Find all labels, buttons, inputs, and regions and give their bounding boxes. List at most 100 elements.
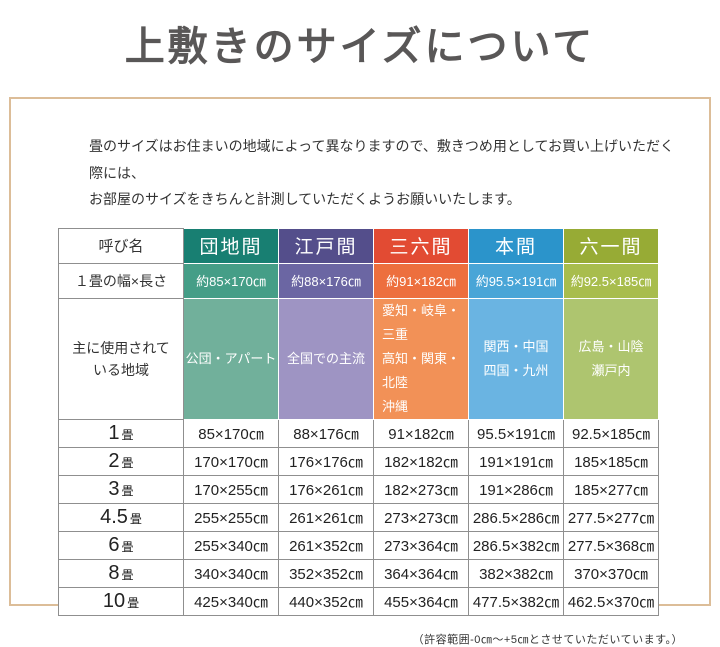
region-line: 全国での主流 — [286, 350, 365, 366]
column-header-edoma: 江戸間 — [278, 227, 374, 264]
size-value-cell: 286.5×286㎝ — [468, 503, 564, 533]
size-value-cell: 170×170㎝ — [183, 447, 279, 477]
column-header-honma: 本間 — [468, 227, 564, 264]
tolerance-note: （許容範囲-0㎝〜+5㎝とさせていただいています。） — [412, 634, 683, 647]
region-cell-rokuichima: 広島・山陰 瀬戸内 — [563, 297, 659, 421]
width-cell-honma: 約95.5×191㎝ — [468, 262, 564, 299]
jo-unit: 畳 — [121, 428, 134, 443]
jo-count: 8 — [108, 562, 120, 585]
size-value-cell: 185×277㎝ — [563, 475, 659, 505]
intro-line-1: 畳のサイズはお住まいの地域によって異なりますので、敷きつめ用としてお買い上げいた… — [89, 138, 675, 181]
region-row: 主に使用されて いる地域 公団・アパート 全国での主流 愛知・岐阜・三重 高知・… — [58, 297, 659, 421]
jo-unit: 畳 — [129, 512, 142, 527]
tatami-size-table: 呼び名 団地間 江戸間 三六間 本間 六一間 １畳の幅×長さ 約85×170㎝ … — [58, 227, 659, 617]
size-value-cell: 273×364㎝ — [373, 531, 469, 561]
size-value-cell: 286.5×382㎝ — [468, 531, 564, 561]
region-line: 愛知・岐阜・三重 — [382, 302, 461, 342]
width-length-row: １畳の幅×長さ 約85×170㎝ 約88×176㎝ 約91×182㎝ 約95.5… — [58, 262, 659, 299]
jo-unit: 畳 — [127, 596, 140, 611]
column-header-rokuichima: 六一間 — [563, 227, 659, 264]
region-cell-honma: 関西・中国 四国・九州 — [468, 297, 564, 421]
size-value-cell: 191×191㎝ — [468, 447, 564, 477]
width-cell-sanrokuma: 約91×182㎝ — [373, 262, 469, 299]
width-row-label: １畳の幅×長さ — [58, 262, 184, 299]
size-value-cell: 462.5×370㎝ — [563, 587, 659, 617]
jo-count: 1 — [108, 422, 120, 445]
jo-count: 6 — [108, 534, 120, 557]
jo-count: 2 — [108, 450, 120, 473]
width-cell-rokuichima: 約92.5×185㎝ — [563, 262, 659, 299]
column-header-row: 呼び名 団地間 江戸間 三六間 本間 六一間 — [58, 227, 659, 264]
region-line: 瀬戸内 — [591, 362, 631, 378]
column-header-sanrokuma: 三六間 — [373, 227, 469, 264]
size-value-cell: 176×176㎝ — [278, 447, 374, 477]
region-cell-edoma: 全国での主流 — [278, 297, 374, 421]
size-value-cell: 170×255㎝ — [183, 475, 279, 505]
region-line: 公団・アパート — [185, 350, 277, 366]
page-title: 上敷きのサイズについて — [124, 23, 596, 70]
width-cell-edoma: 約88×176㎝ — [278, 262, 374, 299]
size-row-label: 4.5 畳 — [58, 503, 184, 533]
size-value-cell: 191×286㎝ — [468, 475, 564, 505]
size-row-label: 10 畳 — [58, 587, 184, 617]
jo-unit: 畳 — [121, 484, 134, 499]
region-cell-danchima: 公団・アパート — [183, 297, 279, 421]
size-value-cell: 95.5×191㎝ — [468, 419, 564, 449]
intro-text: 畳のサイズはお住まいの地域によって異なりますので、敷きつめ用としてお買い上げいた… — [89, 133, 685, 213]
jo-count: 10 — [102, 590, 126, 613]
region-line: 四国・九州 — [483, 362, 549, 378]
size-value-cell: 261×352㎝ — [278, 531, 374, 561]
jo-unit: 畳 — [121, 540, 134, 555]
intro-line-2: お部屋のサイズをきちんと計測していただくようお願いいたします。 — [89, 191, 521, 208]
size-value-cell: 370×370㎝ — [563, 559, 659, 589]
region-line: 高知・関東・北陸 — [382, 350, 461, 390]
region-label-line: いる地域 — [93, 361, 149, 378]
size-value-cell: 340×340㎝ — [183, 559, 279, 589]
size-value-cell: 455×364㎝ — [373, 587, 469, 617]
size-row-4-5jo: 4.5 畳 255×255㎝ 261×261㎝ 273×273㎝ 286.5×28… — [58, 503, 659, 533]
size-value-cell: 277.5×368㎝ — [563, 531, 659, 561]
jo-count: 4.5 — [100, 506, 128, 529]
size-value-cell: 182×182㎝ — [373, 447, 469, 477]
size-value-cell: 277.5×277㎝ — [563, 503, 659, 533]
region-label-line: 主に使用されて — [72, 339, 170, 356]
size-value-cell: 92.5×185㎝ — [563, 419, 659, 449]
size-value-cell: 176×261㎝ — [278, 475, 374, 505]
column-header-danchima: 団地間 — [183, 227, 279, 264]
size-value-cell: 91×182㎝ — [373, 419, 469, 449]
size-value-cell: 440×352㎝ — [278, 587, 374, 617]
jo-unit: 畳 — [121, 568, 134, 583]
size-value-cell: 425×340㎝ — [183, 587, 279, 617]
jo-unit: 畳 — [121, 456, 134, 471]
size-value-cell: 182×273㎝ — [373, 475, 469, 505]
size-value-cell: 261×261㎝ — [278, 503, 374, 533]
size-value-cell: 255×255㎝ — [183, 503, 279, 533]
region-line: 沖縄 — [382, 398, 409, 414]
region-row-label: 主に使用されて いる地域 — [58, 297, 184, 421]
size-value-cell: 364×364㎝ — [373, 559, 469, 589]
size-value-cell: 352×352㎝ — [278, 559, 374, 589]
size-value-cell: 382×382㎝ — [468, 559, 564, 589]
jo-count: 3 — [108, 478, 120, 501]
region-line: 広島・山陰 — [578, 338, 644, 354]
size-value-cell: 255×340㎝ — [183, 531, 279, 561]
size-value-cell: 85×170㎝ — [183, 419, 279, 449]
region-line: 関西・中国 — [483, 338, 549, 354]
size-row-10jo: 10 畳 425×340㎝ 440×352㎝ 455×364㎝ 477.5×382… — [58, 587, 659, 617]
region-cell-sanrokuma: 愛知・岐阜・三重 高知・関東・北陸 沖縄 — [373, 297, 469, 421]
size-value-cell: 477.5×382㎝ — [468, 587, 564, 617]
size-value-cell: 185×185㎝ — [563, 447, 659, 477]
size-value-cell: 88×176㎝ — [278, 419, 374, 449]
corner-cell-yobina: 呼び名 — [58, 227, 184, 264]
size-value-cell: 273×273㎝ — [373, 503, 469, 533]
